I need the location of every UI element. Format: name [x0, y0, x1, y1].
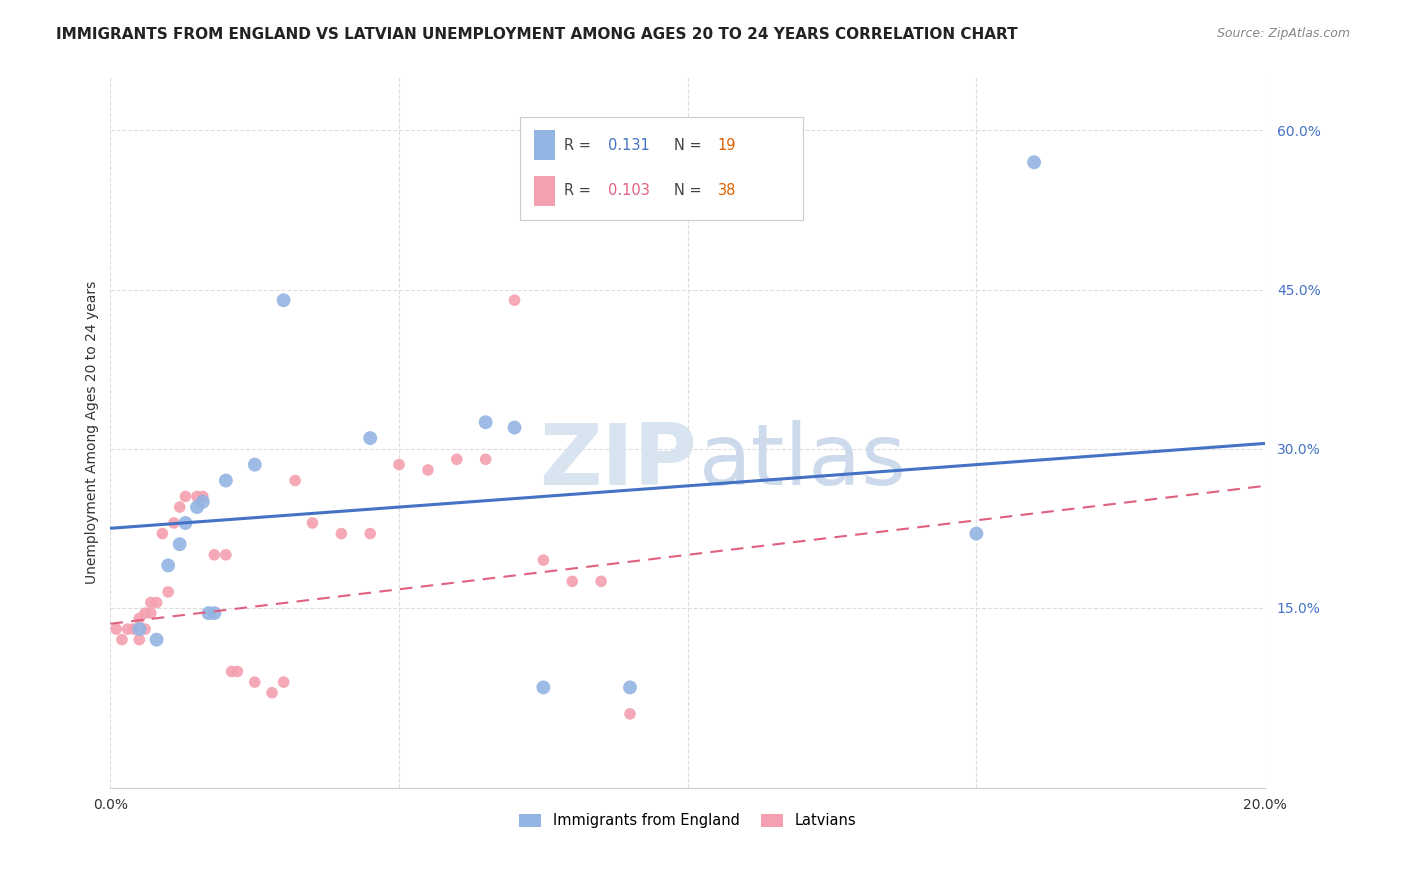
Point [1022, 155, 1045, 169]
Point [150, 526, 173, 541]
Point [446, 452, 468, 467]
Point [128, 611, 150, 625]
Text: N =: N = [673, 138, 706, 153]
Point [503, 420, 526, 434]
Point [416, 463, 439, 477]
Point [359, 526, 381, 541]
Point [157, 585, 180, 599]
Point [359, 431, 381, 445]
Point [134, 622, 156, 636]
Point [474, 415, 496, 429]
Point [139, 606, 162, 620]
Text: R =: R = [564, 183, 596, 198]
Point [174, 490, 197, 504]
Point [531, 553, 554, 567]
Point [169, 537, 191, 551]
Point [122, 622, 145, 636]
Point [591, 574, 613, 589]
Point [260, 686, 283, 700]
Point [197, 606, 219, 620]
Point [174, 516, 197, 530]
Point [157, 558, 180, 573]
Point [145, 595, 167, 609]
Bar [534, 130, 555, 161]
Point [273, 675, 295, 690]
Point [134, 606, 156, 620]
Point [163, 516, 186, 530]
Point [215, 474, 238, 488]
Text: R =: R = [564, 138, 596, 153]
Point [128, 622, 150, 636]
Text: N =: N = [673, 183, 706, 198]
Bar [534, 176, 555, 206]
Point [330, 526, 353, 541]
Point [273, 293, 295, 308]
Point [226, 665, 249, 679]
Point [215, 548, 238, 562]
Point [186, 490, 208, 504]
Point [284, 474, 307, 488]
Point [117, 622, 139, 636]
Point [474, 452, 496, 467]
Text: ZIP: ZIP [540, 420, 697, 503]
Point [186, 500, 208, 514]
Point [191, 490, 214, 504]
Text: 0.131: 0.131 [607, 138, 650, 153]
Point [111, 632, 134, 647]
Point [169, 500, 191, 514]
Y-axis label: Unemployment Among Ages 20 to 24 years: Unemployment Among Ages 20 to 24 years [86, 281, 100, 584]
Text: 0.103: 0.103 [607, 183, 650, 198]
Text: IMMIGRANTS FROM ENGLAND VS LATVIAN UNEMPLOYMENT AMONG AGES 20 TO 24 YEARS CORREL: IMMIGRANTS FROM ENGLAND VS LATVIAN UNEMP… [56, 27, 1018, 42]
Bar [520, 117, 803, 219]
Text: Source: ZipAtlas.com: Source: ZipAtlas.com [1216, 27, 1350, 40]
Point [531, 681, 554, 695]
Legend: Immigrants from England, Latvians: Immigrants from England, Latvians [513, 807, 862, 834]
Point [965, 526, 987, 541]
Point [243, 458, 266, 472]
Point [388, 458, 411, 472]
Point [105, 622, 128, 636]
Point [139, 595, 162, 609]
Point [191, 495, 214, 509]
Point [619, 681, 641, 695]
Point [619, 706, 641, 721]
Point [561, 574, 583, 589]
Point [503, 293, 526, 308]
Point [128, 632, 150, 647]
Point [301, 516, 323, 530]
Point [202, 606, 225, 620]
Text: 38: 38 [717, 183, 737, 198]
Point [202, 548, 225, 562]
Text: 19: 19 [717, 138, 737, 153]
Point [221, 665, 243, 679]
Text: atlas: atlas [699, 420, 907, 503]
Point [243, 675, 266, 690]
Point [145, 632, 167, 647]
